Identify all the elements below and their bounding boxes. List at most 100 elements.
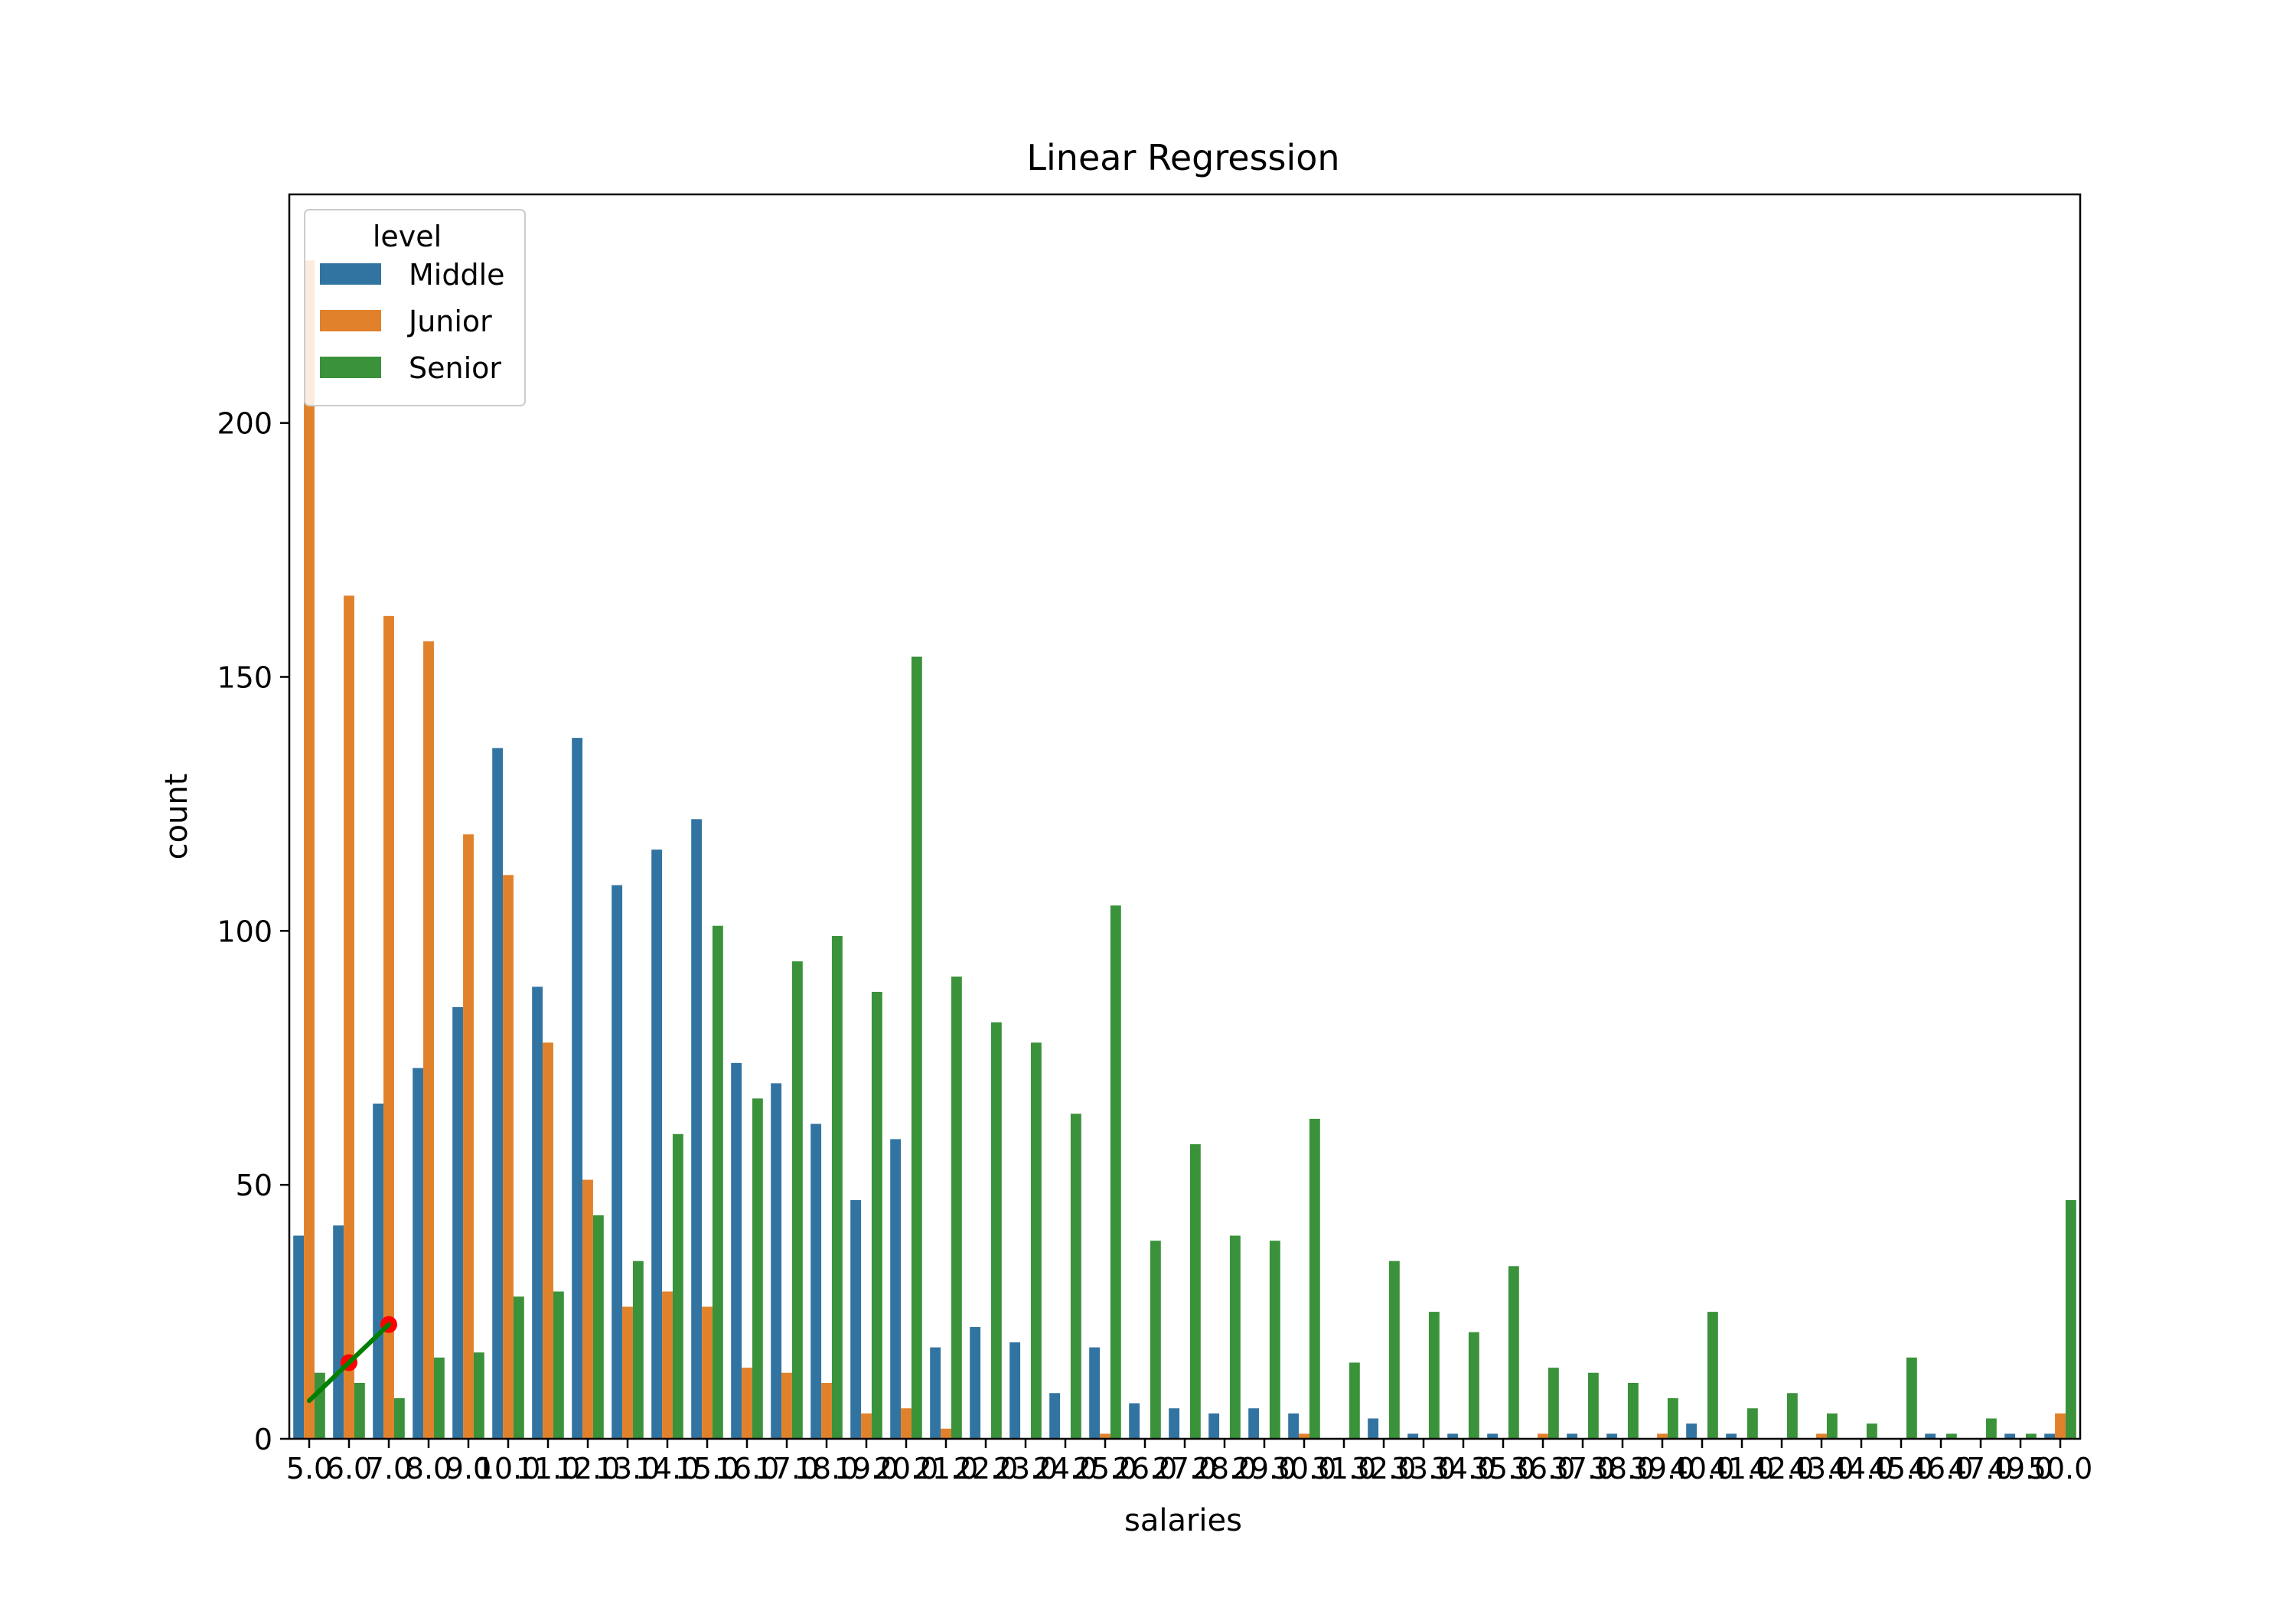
bar-middle <box>1447 1433 1459 1439</box>
bar-senior <box>1070 1114 1081 1439</box>
bar-junior <box>503 875 514 1439</box>
x-tick-label: 16.0 <box>715 1452 780 1485</box>
x-tick-label: 47.0 <box>1949 1452 2014 1485</box>
bar-middle <box>1288 1413 1300 1439</box>
bar-senior <box>1985 1418 1997 1439</box>
bars-layer <box>293 260 2076 1439</box>
bar-senior <box>553 1291 564 1439</box>
bar-senior <box>1189 1144 1201 1439</box>
bar-junior <box>1816 1433 1827 1439</box>
bar-middle <box>572 738 583 1439</box>
x-tick-label: 22.0 <box>954 1452 1019 1485</box>
bar-middle <box>1049 1393 1061 1439</box>
bar-junior <box>622 1306 633 1439</box>
regression-line <box>307 1322 391 1404</box>
bar-senior <box>712 925 723 1439</box>
bar-senior <box>672 1133 683 1439</box>
chart-title: Linear Regression <box>1026 137 1339 178</box>
bar-senior <box>752 1098 763 1439</box>
bar-senior <box>1110 905 1121 1439</box>
bar-middle <box>970 1326 981 1439</box>
bar-middle <box>532 986 543 1439</box>
bar-senior <box>1627 1383 1639 1439</box>
bar-junior <box>781 1372 792 1439</box>
legend-label-junior: Junior <box>407 305 492 338</box>
bar-middle <box>2004 1433 2016 1439</box>
x-tick-label: 13.0 <box>595 1452 660 1485</box>
y-tick-label: 200 <box>217 407 272 441</box>
bar-junior <box>304 260 315 1439</box>
bar-junior <box>901 1408 912 1439</box>
x-tick-label: 11.0 <box>516 1452 581 1485</box>
bar-senior <box>951 977 962 1439</box>
bar-senior <box>1269 1241 1280 1439</box>
regression-overlay <box>307 1316 397 1404</box>
bar-senior <box>1349 1362 1360 1439</box>
x-tick-label: 21.0 <box>914 1452 979 1485</box>
bar-senior <box>831 935 843 1439</box>
axes: 0501001502005.06.07.08.09.010.011.012.01… <box>217 193 2092 1485</box>
bar-senior <box>632 1260 644 1439</box>
bar-senior <box>1030 1042 1042 1439</box>
x-tick-label: 27.0 <box>1153 1452 1218 1485</box>
x-tick-label: 45.0 <box>1869 1452 1934 1485</box>
bar-senior <box>1229 1235 1241 1439</box>
bar-senior <box>1906 1357 1917 1439</box>
bar-junior <box>582 1179 593 1439</box>
x-tick-label: 46.0 <box>1909 1452 1974 1485</box>
bar-senior <box>791 961 803 1439</box>
bar-senior <box>2025 1433 2037 1439</box>
bar-middle <box>1686 1423 1698 1439</box>
x-tick-label: 43.0 <box>1789 1452 1854 1485</box>
x-tick-label: 44.0 <box>1829 1452 1894 1485</box>
bar-middle <box>691 819 703 1439</box>
x-tick-label: 37.0 <box>1551 1452 1616 1485</box>
x-tick-label: 14.0 <box>635 1452 700 1485</box>
bar-senior <box>1150 1241 1161 1439</box>
x-tick-label: 29.0 <box>1232 1452 1297 1485</box>
bar-junior <box>742 1368 752 1439</box>
legend-swatch-junior <box>320 310 381 331</box>
bar-middle <box>850 1200 862 1439</box>
x-tick-label: 24.0 <box>1033 1452 1098 1485</box>
x-axis-label: salaries <box>1124 1503 1242 1538</box>
bar-senior <box>354 1383 365 1439</box>
bar-senior <box>473 1352 484 1439</box>
bar-junior <box>2055 1413 2066 1439</box>
bar-middle <box>1925 1433 1936 1439</box>
bar-middle <box>1368 1418 1379 1439</box>
bar-senior <box>990 1022 1002 1439</box>
x-tick-label: 31.0 <box>1312 1452 1377 1485</box>
bar-middle <box>1129 1403 1140 1439</box>
bar-middle <box>1407 1433 1419 1439</box>
bar-middle <box>1567 1433 1578 1439</box>
bar-senior <box>1587 1372 1599 1439</box>
x-tick-label: 26.0 <box>1113 1452 1178 1485</box>
bar-junior <box>821 1383 832 1439</box>
y-tick-label: 50 <box>236 1169 272 1202</box>
bar-senior <box>2065 1200 2076 1439</box>
bar-junior <box>1657 1433 1668 1439</box>
x-tick-label: 28.0 <box>1192 1452 1257 1485</box>
bar-senior <box>1707 1312 1718 1439</box>
bar-middle <box>890 1139 902 1439</box>
bar-junior <box>941 1428 951 1439</box>
y-tick-label: 150 <box>217 660 272 694</box>
x-tick-label: 34.0 <box>1431 1452 1496 1485</box>
bar-middle <box>373 1103 384 1439</box>
bar-middle <box>492 748 504 1439</box>
bar-junior <box>1100 1433 1110 1439</box>
y-tick-label: 100 <box>217 915 272 948</box>
bar-senior <box>1786 1393 1798 1439</box>
x-tick-label: 39.0 <box>1630 1452 1695 1485</box>
bar-middle <box>1248 1408 1260 1439</box>
bar-middle <box>731 1062 742 1439</box>
legend: level Middle Junior Senior <box>304 209 526 406</box>
bar-senior <box>1468 1332 1479 1439</box>
bar-senior <box>1388 1260 1400 1439</box>
x-tick-label: 42.0 <box>1750 1452 1815 1485</box>
x-tick-label: 41.0 <box>1710 1452 1775 1485</box>
legend-label-middle: Middle <box>409 258 505 292</box>
bar-middle <box>1208 1413 1220 1439</box>
